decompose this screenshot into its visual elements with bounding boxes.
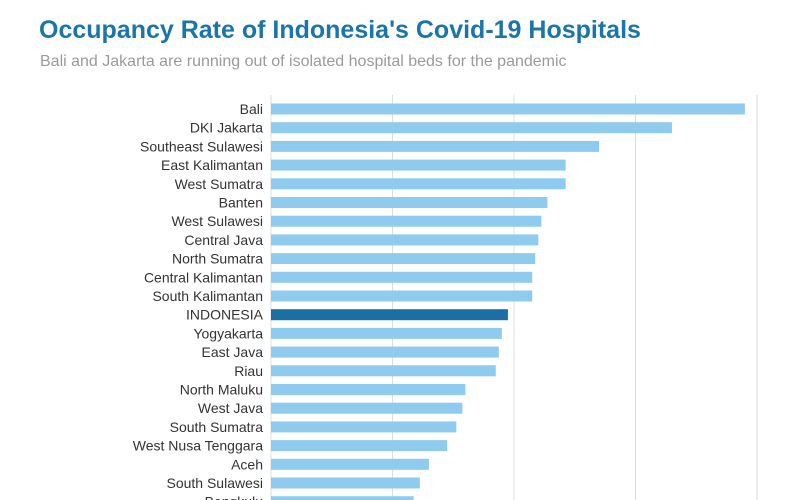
category-label: Aceh bbox=[231, 456, 263, 472]
bar bbox=[271, 384, 466, 395]
category-label: Riau bbox=[234, 363, 263, 379]
bar bbox=[271, 440, 448, 452]
category-label: Banten bbox=[219, 195, 263, 211]
bar bbox=[271, 271, 533, 283]
bar bbox=[271, 140, 600, 152]
category-label: West Java bbox=[198, 400, 263, 416]
bar bbox=[271, 178, 566, 190]
category-label: South Sumatra bbox=[170, 419, 264, 435]
bar bbox=[271, 197, 548, 208]
bars bbox=[271, 103, 745, 500]
category-label: North Maluku bbox=[180, 382, 263, 398]
bar bbox=[271, 159, 566, 171]
category-label: Bengkulu bbox=[205, 494, 263, 500]
bar bbox=[271, 496, 414, 500]
bar bbox=[271, 346, 499, 358]
bar bbox=[271, 253, 536, 265]
category-label: Yogyakarta bbox=[193, 325, 263, 341]
category-label: Southeast Sulawesi bbox=[140, 138, 263, 154]
category-label: West Nusa Tenggara bbox=[133, 438, 263, 454]
category-label: North Sumatra bbox=[172, 251, 263, 267]
category-label: West Sulawesi bbox=[171, 213, 263, 229]
chart-title: Occupancy Rate of Indonesia's Covid-19 H… bbox=[39, 16, 641, 44]
category-label: Central Java bbox=[184, 232, 263, 248]
chart-subtitle: Bali and Jakarta are running out of isol… bbox=[40, 53, 567, 70]
bar bbox=[271, 122, 672, 134]
category-label: INDONESIA bbox=[186, 307, 264, 323]
category-label: West Sumatra bbox=[175, 176, 264, 192]
category-label: East Kalimantan bbox=[161, 157, 263, 173]
bar bbox=[271, 327, 502, 339]
bar bbox=[271, 458, 429, 470]
category-label: South Sulawesi bbox=[166, 475, 263, 491]
highlight-bar bbox=[271, 309, 508, 321]
category-labels: Bali DKI Jakarta Southeast Sulawesi East Ka… bbox=[133, 101, 264, 500]
bar bbox=[271, 234, 539, 246]
category-label: Bali bbox=[240, 101, 263, 117]
category-label: Central Kalimantan bbox=[144, 269, 263, 285]
category-label: East Java bbox=[202, 344, 264, 360]
bar bbox=[271, 103, 745, 115]
bar bbox=[271, 402, 463, 414]
bar bbox=[271, 421, 457, 433]
bar bbox=[271, 290, 533, 302]
category-label: DKI Jakarta bbox=[190, 120, 263, 136]
category-label: South Kalimantan bbox=[152, 288, 263, 304]
bar bbox=[271, 477, 420, 489]
bar bbox=[271, 215, 542, 227]
bar bbox=[271, 365, 496, 377]
